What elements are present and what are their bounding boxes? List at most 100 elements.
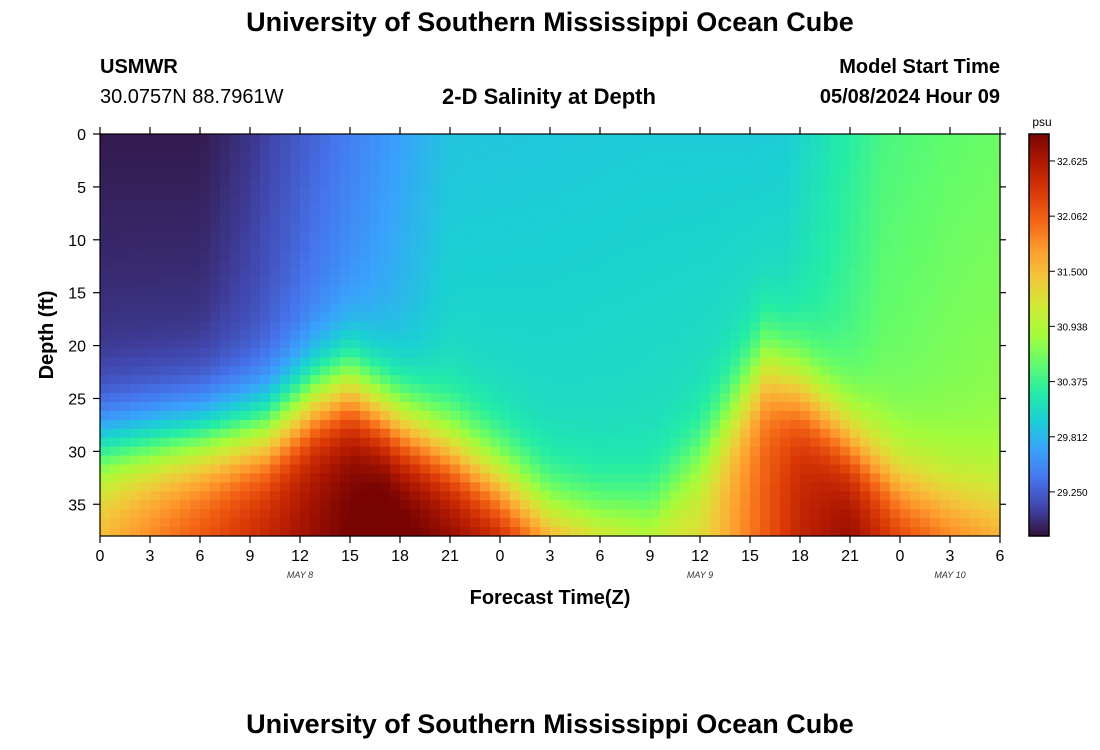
heatmap-cell bbox=[110, 294, 121, 305]
heatmap-cell bbox=[330, 250, 341, 260]
heatmap-cell bbox=[340, 268, 351, 278]
heatmap-cell bbox=[260, 455, 271, 466]
heatmap-cell bbox=[630, 223, 641, 233]
heatmap-cell bbox=[490, 437, 501, 448]
heatmap-cell bbox=[890, 312, 901, 323]
heatmap-cell bbox=[170, 196, 181, 207]
heatmap-cell bbox=[710, 428, 721, 439]
heatmap-cell bbox=[160, 437, 171, 448]
heatmap-cell bbox=[340, 178, 351, 189]
heatmap-cell bbox=[730, 285, 741, 296]
heatmap-cell bbox=[210, 160, 221, 171]
heatmap-cell bbox=[510, 527, 521, 537]
heatmap-cell bbox=[540, 169, 551, 180]
heatmap-cell bbox=[160, 509, 171, 519]
heatmap-cell bbox=[650, 151, 661, 162]
heatmap-cell bbox=[320, 196, 331, 207]
heatmap-cell bbox=[950, 437, 961, 448]
heatmap-cell bbox=[510, 464, 521, 475]
heatmap-cell bbox=[940, 169, 951, 180]
heatmap-cell bbox=[900, 428, 911, 439]
heatmap-cell bbox=[440, 446, 451, 457]
heatmap-cell bbox=[580, 446, 591, 457]
heatmap-cell bbox=[200, 151, 211, 162]
heatmap-cell bbox=[650, 196, 661, 207]
heatmap-cell bbox=[440, 214, 451, 224]
heatmap-cell bbox=[470, 142, 481, 153]
heatmap-cell bbox=[800, 321, 811, 332]
heatmap-cell bbox=[670, 518, 681, 528]
heatmap-cell bbox=[310, 169, 321, 180]
heatmap-cell bbox=[170, 464, 181, 475]
heatmap-cell bbox=[120, 482, 131, 492]
heatmap-cell bbox=[470, 393, 481, 403]
heatmap-cell bbox=[460, 473, 471, 483]
heatmap-cell bbox=[180, 196, 191, 207]
heatmap-cell bbox=[240, 312, 251, 323]
heatmap-cell bbox=[100, 357, 111, 367]
heatmap-cell bbox=[960, 134, 971, 144]
heatmap-cell bbox=[770, 330, 781, 341]
heatmap-cell bbox=[620, 134, 631, 144]
heatmap-cell bbox=[840, 446, 851, 457]
heatmap-cell bbox=[520, 428, 531, 439]
heatmap-cell bbox=[420, 410, 431, 421]
heatmap-cell bbox=[570, 366, 581, 376]
heatmap-cell bbox=[590, 393, 601, 403]
heatmap-cell bbox=[230, 142, 241, 153]
heatmap-cell bbox=[760, 142, 771, 153]
heatmap-cell bbox=[750, 259, 761, 269]
heatmap-cell bbox=[580, 205, 591, 215]
heatmap-cell bbox=[280, 339, 291, 349]
heatmap-cell bbox=[380, 393, 391, 403]
heatmap-cell bbox=[940, 366, 951, 376]
heatmap-cell bbox=[940, 250, 951, 260]
heatmap-cell bbox=[110, 259, 121, 269]
heatmap-cell bbox=[450, 527, 461, 537]
heatmap-cell bbox=[670, 402, 681, 412]
heatmap-cell bbox=[160, 375, 171, 385]
heatmap-cell bbox=[620, 268, 631, 278]
heatmap-cell bbox=[440, 169, 451, 180]
heatmap-cell bbox=[340, 196, 351, 207]
heatmap-cell bbox=[860, 419, 871, 430]
heatmap-cell bbox=[130, 491, 141, 501]
heatmap-cell bbox=[920, 491, 931, 501]
heatmap-cell bbox=[630, 151, 641, 162]
heatmap-cell bbox=[690, 268, 701, 278]
heatmap-cell bbox=[960, 419, 971, 430]
heatmap-cell bbox=[400, 500, 411, 510]
heatmap-cell bbox=[730, 250, 741, 260]
heatmap-cell bbox=[760, 428, 771, 439]
heatmap-cell bbox=[790, 303, 801, 314]
heatmap-cell bbox=[810, 214, 821, 224]
heatmap-cell bbox=[970, 241, 981, 251]
heatmap-cell bbox=[190, 187, 201, 198]
heatmap-cell bbox=[810, 500, 821, 510]
heatmap-cell bbox=[970, 518, 981, 528]
heatmap-cell bbox=[620, 518, 631, 528]
heatmap-cell bbox=[170, 330, 181, 341]
heatmap-cell bbox=[290, 321, 301, 332]
heatmap-cell bbox=[700, 527, 711, 537]
heatmap-cell bbox=[850, 276, 861, 287]
heatmap-cell bbox=[490, 214, 501, 224]
heatmap-cell bbox=[430, 276, 441, 287]
heatmap-cell bbox=[610, 455, 621, 466]
heatmap-cell bbox=[480, 375, 491, 385]
heatmap-cell bbox=[700, 518, 711, 528]
heatmap-cell bbox=[820, 455, 831, 466]
heatmap-cell bbox=[620, 196, 631, 207]
heatmap-cell bbox=[900, 268, 911, 278]
heatmap-cell bbox=[850, 241, 861, 251]
heatmap-cell bbox=[680, 330, 691, 341]
heatmap-cell bbox=[480, 518, 491, 528]
heatmap-cell bbox=[570, 205, 581, 215]
heatmap-cell bbox=[680, 375, 691, 385]
heatmap-cell bbox=[690, 402, 701, 412]
heatmap-cell bbox=[830, 330, 841, 341]
heatmap-cell bbox=[760, 303, 771, 314]
heatmap-cell bbox=[110, 187, 121, 198]
heatmap-cell bbox=[410, 482, 421, 492]
heatmap-cell bbox=[510, 491, 521, 501]
